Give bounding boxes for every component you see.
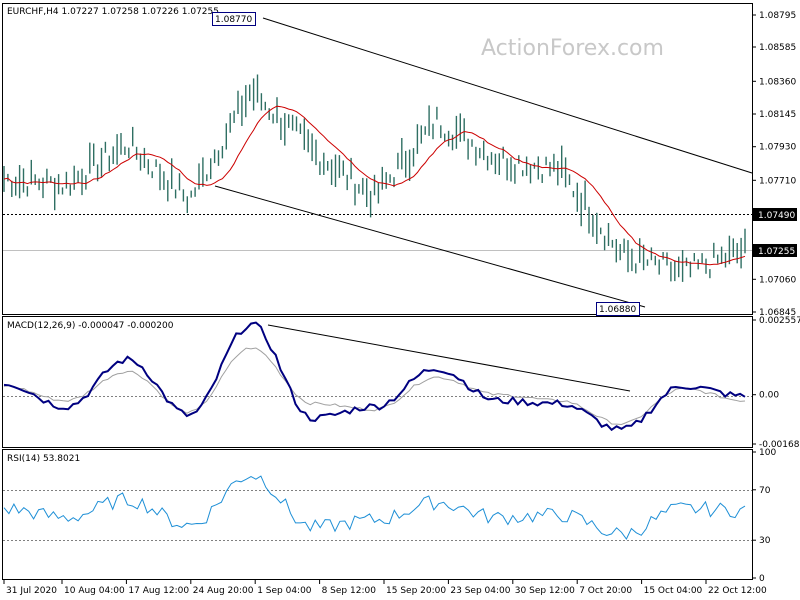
price-bars [3, 74, 746, 282]
y-tick-label: 1.06845 [759, 308, 796, 318]
y-tick-label: 1.07060 [759, 275, 796, 285]
y-tick-label: -0.001685 [759, 440, 800, 450]
x-axis: 31 Jul 2020 10 Aug 04:00 17 Aug 12:00 24 Au… [3, 580, 767, 596]
price-y-axis: 1.08795 1.08585 1.08360 1.08145 1.07930 1.077… [752, 11, 796, 318]
last-price-tag-bg [753, 244, 797, 257]
x-tick-label: 15 Oct 04:00 [644, 586, 703, 596]
channel-lower-line [214, 185, 646, 308]
y-tick-label: 1.08145 [759, 110, 796, 120]
channel-upper-line [262, 17, 753, 174]
rsi-series [3, 475, 746, 540]
low-label-frame [596, 302, 640, 316]
macd-header: MACD(12,26,9) -0.000047 -0.000200 [7, 321, 174, 331]
level-tag: 1.07490 [753, 208, 797, 221]
x-tick-label: 30 Sep 12:00 [515, 586, 575, 596]
x-tick-label: 7 Oct 20:00 [579, 586, 632, 596]
x-tick-label: 1 Sep 04:00 [257, 586, 312, 596]
x-tick-label: 17 Aug 12:00 [128, 586, 189, 596]
rsi-panel-frame [2, 449, 753, 580]
low-label-box: 1.06880 [596, 302, 640, 316]
level-tag-text: 1.07490 [758, 211, 795, 221]
ma-series [3, 105, 746, 266]
high-label-frame [212, 12, 256, 26]
y-tick-label: 1.08585 [759, 43, 796, 53]
y-tick-label: 100 [759, 448, 776, 458]
y-tick-label: 30 [759, 536, 771, 546]
price-panel-frame [2, 3, 753, 315]
price-header: EURCHF,H4 1.07227 1.07258 1.07226 1.0725… [7, 7, 219, 17]
macd-signal-series [3, 347, 746, 426]
panel-frames [2, 3, 753, 580]
last-price-tag: 1.07255 [753, 244, 797, 257]
y-tick-label: 1.07930 [759, 143, 796, 153]
macd-y-axis: 0.002557 0.00 -0.001685 [752, 316, 800, 450]
x-tick-label: 10 Aug 04:00 [64, 586, 125, 596]
y-tick-label: 70 [759, 486, 771, 496]
moving-average-line [3, 105, 746, 266]
macd-main-series [3, 321, 746, 432]
trendlines [214, 17, 753, 392]
x-tick-label: 31 Jul 2020 [6, 586, 57, 596]
rsi-line [3, 475, 746, 540]
macd-trend-line [267, 324, 631, 392]
high-label: 1.08770 [215, 15, 252, 25]
low-label: 1.06880 [599, 305, 636, 315]
macd-lines [3, 321, 746, 432]
y-tick-label: 1.07710 [759, 176, 796, 186]
y-tick-label: 0 [759, 574, 765, 584]
x-tick-label: 24 Aug 20:00 [193, 586, 254, 596]
watermark: ActionForex.com [481, 36, 664, 61]
high-label-box: 1.08770 [212, 12, 256, 26]
macd-panel-frame [2, 316, 753, 448]
x-tick-label: 23 Sep 04:00 [450, 586, 510, 596]
level-tag-bg [753, 208, 797, 221]
x-tick-label: 15 Sep 20:00 [386, 586, 446, 596]
last-price-tag-text: 1.07255 [758, 247, 795, 257]
y-tick-label: 0.002557 [759, 316, 800, 326]
y-tick-label: 1.08360 [759, 77, 796, 87]
y-tick-label: 1.08795 [759, 11, 796, 21]
x-tick-label: 22 Oct 12:00 [708, 586, 767, 596]
rsi-y-axis: 100 70 30 0 [752, 448, 776, 584]
x-tick-label: 8 Sep 12:00 [322, 586, 377, 596]
rsi-header: RSI(14) 53.8021 [7, 454, 80, 464]
y-tick-label: 0.00 [759, 391, 779, 401]
